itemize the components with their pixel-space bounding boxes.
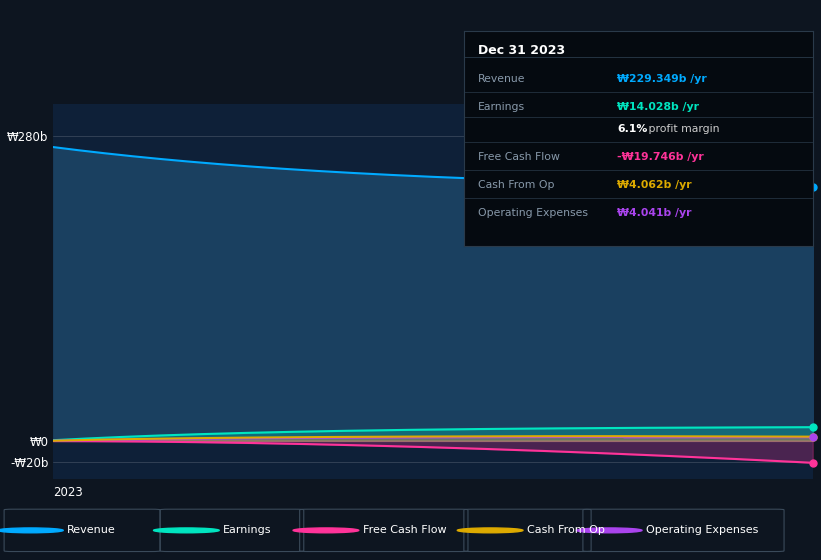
Text: Free Cash Flow: Free Cash Flow [478,152,560,161]
Text: ₩4.041b /yr: ₩4.041b /yr [617,208,692,218]
Text: 6.1%: 6.1% [617,124,648,133]
Text: Revenue: Revenue [478,74,525,84]
Circle shape [457,528,523,533]
Text: Earnings: Earnings [223,525,272,535]
Circle shape [154,528,219,533]
Text: ₩229.349b /yr: ₩229.349b /yr [617,74,707,84]
Text: Cash From Op: Cash From Op [527,525,605,535]
Text: Dec 31 2023: Dec 31 2023 [478,44,565,57]
Circle shape [0,528,63,533]
Text: Revenue: Revenue [67,525,116,535]
Text: profit margin: profit margin [645,124,720,133]
Text: Free Cash Flow: Free Cash Flow [363,525,447,535]
Text: -₩19.746b /yr: -₩19.746b /yr [617,152,704,161]
Text: Cash From Op: Cash From Op [478,180,554,190]
Text: ₩14.028b /yr: ₩14.028b /yr [617,102,699,112]
Text: ₩4.062b /yr: ₩4.062b /yr [617,180,692,190]
Text: Earnings: Earnings [478,102,525,112]
Text: Operating Expenses: Operating Expenses [478,208,588,218]
Text: Operating Expenses: Operating Expenses [646,525,759,535]
Circle shape [293,528,359,533]
Circle shape [576,528,642,533]
